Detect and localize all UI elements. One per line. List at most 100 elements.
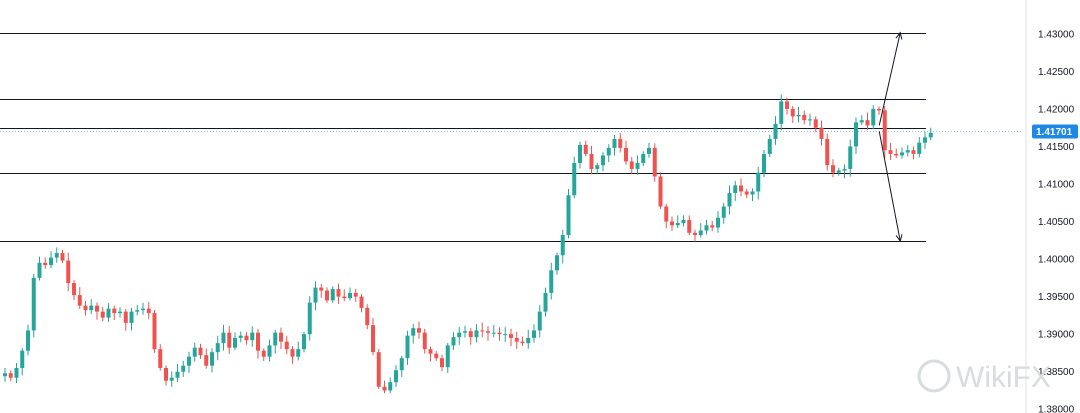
candle-114 <box>658 172 663 209</box>
candle-body <box>37 262 42 278</box>
candle-body <box>687 220 692 233</box>
candle-body <box>698 230 703 236</box>
candle-28 <box>164 365 168 386</box>
candle-body <box>204 355 209 366</box>
candle-71 <box>411 323 416 344</box>
candle-0 <box>3 368 7 382</box>
candle-body <box>532 330 536 338</box>
candle-body <box>578 144 582 163</box>
candle-body <box>681 220 686 224</box>
candle-17 <box>100 306 105 322</box>
candle-131 <box>756 166 761 200</box>
candle-body <box>261 350 266 357</box>
candle-body <box>112 308 117 314</box>
candle-body <box>434 353 439 359</box>
candle-107 <box>618 133 623 153</box>
candle-48 <box>279 327 283 350</box>
candle-84 <box>486 326 490 341</box>
candle-body <box>164 367 168 381</box>
candle-body <box>888 150 893 154</box>
candle-74 <box>428 346 433 362</box>
candle-body <box>894 153 899 156</box>
candle-body <box>549 270 554 293</box>
candle-21 <box>123 308 128 331</box>
candle-body <box>77 295 82 306</box>
candle-body <box>836 170 841 173</box>
arrow-head <box>895 31 903 40</box>
candle-body <box>555 255 559 271</box>
candle-57 <box>330 286 335 303</box>
candle-78 <box>451 332 456 350</box>
candle-89 <box>514 331 519 349</box>
candle-body <box>468 331 473 338</box>
candle-body <box>8 373 13 378</box>
candle-34 <box>198 343 203 359</box>
candle-133 <box>767 134 772 158</box>
candle-body <box>813 119 818 128</box>
candle-121 <box>698 223 703 238</box>
candle-body <box>595 165 600 169</box>
candle-91 <box>526 329 531 349</box>
candle-body <box>635 162 640 169</box>
candle-85 <box>491 325 496 338</box>
candle-body <box>923 137 927 143</box>
candle-117 <box>675 215 680 229</box>
y-tick-label: 1.40000 <box>1038 255 1075 266</box>
candle-144 <box>831 159 835 178</box>
candle-31 <box>181 360 186 377</box>
candle-104 <box>601 152 605 172</box>
candle-161 <box>928 127 933 141</box>
candle-body <box>624 147 628 162</box>
candle-body <box>877 108 881 111</box>
candle-99 <box>572 156 577 199</box>
candle-body <box>693 232 697 236</box>
candle-body <box>428 349 433 354</box>
candle-body <box>514 337 519 342</box>
candle-82 <box>474 324 479 343</box>
candle-111 <box>641 151 646 167</box>
candle-92 <box>532 324 536 343</box>
candle-79 <box>457 327 462 345</box>
candle-body <box>491 332 496 334</box>
candle-body <box>152 313 157 350</box>
candle-body <box>808 119 812 121</box>
candle-body <box>474 330 479 338</box>
candle-53 <box>307 296 312 341</box>
candle-72 <box>417 321 421 339</box>
candle-140 <box>808 113 812 126</box>
candle-26 <box>152 310 157 353</box>
candle-body <box>629 161 634 169</box>
y-tick-label: 1.40500 <box>1038 217 1075 228</box>
candle-body <box>641 153 646 163</box>
candle-body <box>543 292 548 312</box>
candle-100 <box>578 141 582 169</box>
candle-body <box>664 206 669 222</box>
candle-136 <box>785 97 789 115</box>
candle-body <box>198 347 203 356</box>
candle-body <box>221 332 226 344</box>
y-tick-label: 1.38000 <box>1038 405 1075 413</box>
candle-152 <box>877 106 881 115</box>
candle-156 <box>900 147 904 159</box>
candle-16 <box>95 302 99 320</box>
y-tick-label: 1.38500 <box>1038 367 1075 378</box>
candle-body <box>606 147 611 156</box>
candle-9 <box>54 247 59 263</box>
candle-123 <box>710 220 715 232</box>
candle-body <box>399 358 404 371</box>
candle-66 <box>382 380 387 394</box>
candle-body <box>739 185 743 192</box>
candle-body <box>480 330 485 332</box>
candle-129 <box>744 188 749 199</box>
candle-body <box>382 386 387 391</box>
candle-body <box>3 373 7 377</box>
candle-62 <box>359 293 364 313</box>
candle-body <box>405 335 410 359</box>
candle-body <box>882 110 887 151</box>
candle-75 <box>434 350 439 361</box>
candle-1 <box>8 370 13 382</box>
candle-59 <box>342 289 347 302</box>
candle-5 <box>31 273 36 338</box>
